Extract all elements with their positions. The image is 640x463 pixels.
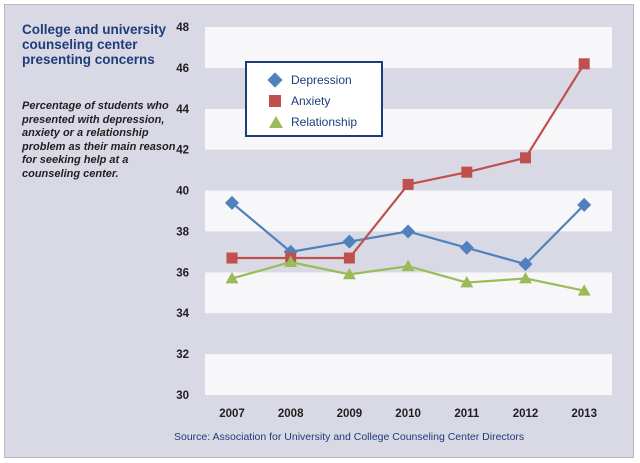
data-point-anxiety: [343, 252, 355, 264]
x-tick-label: 2007: [219, 408, 245, 420]
y-tick-label: 36: [176, 267, 189, 279]
y-tick-label: 46: [176, 63, 189, 75]
y-tick-label: 48: [176, 22, 189, 34]
data-point-anxiety: [520, 152, 531, 164]
data-point-depression: [225, 195, 239, 210]
data-point-depression: [518, 257, 533, 272]
x-tick-label: 2009: [337, 408, 363, 420]
data-point-depression: [342, 234, 357, 249]
source-note: Source: Association for University and C…: [174, 431, 525, 443]
data-point-anxiety: [578, 58, 590, 70]
x-tick-label: 2010: [395, 408, 421, 420]
data-point-anxiety: [226, 252, 238, 264]
y-tick-label: 30: [176, 390, 189, 402]
triangle-marker-icon: [269, 116, 283, 128]
square-marker-icon: [269, 95, 281, 107]
y-tick-label: 32: [176, 349, 189, 361]
y-tick-label: 42: [176, 145, 189, 157]
legend-item-depression: Depression: [267, 71, 352, 89]
data-point-relationship: [460, 276, 474, 288]
x-tick-label: 2008: [278, 408, 304, 420]
data-point-relationship: [284, 255, 298, 267]
data-point-relationship: [401, 259, 415, 272]
data-point-relationship: [342, 267, 356, 280]
grid-band: [205, 313, 612, 355]
data-point-anxiety: [402, 178, 414, 190]
y-tick-label: 40: [176, 186, 189, 198]
chart-subtitle: Percentage of students who presented wit…: [22, 100, 176, 180]
data-point-anxiety: [461, 166, 473, 178]
y-tick-label: 44: [176, 104, 189, 116]
data-point-relationship: [519, 271, 532, 284]
chart-title: College and university counseling center…: [22, 22, 167, 67]
x-tick-label: 2012: [513, 408, 539, 420]
data-point-depression: [401, 224, 416, 239]
legend: Depression Anxiety Relationship: [245, 61, 383, 137]
data-point-relationship: [577, 284, 591, 296]
x-tick-label: 2013: [571, 408, 597, 420]
data-point-depression: [459, 240, 474, 255]
data-point-depression: [577, 197, 592, 212]
legend-item-relationship: Relationship: [269, 113, 357, 131]
y-tick-label: 34: [176, 308, 189, 320]
legend-label-relationship: Relationship: [291, 115, 358, 129]
x-tick-label: 2011: [454, 408, 480, 420]
grid-band: [205, 272, 612, 314]
y-tick-label: 38: [176, 226, 189, 238]
legend-item-anxiety: Anxiety: [269, 92, 330, 110]
grid-band: [205, 190, 612, 232]
legend-label-depression: Depression: [291, 73, 352, 87]
legend-label-anxiety: Anxiety: [291, 94, 331, 108]
diamond-marker-icon: [267, 72, 283, 88]
grid-band: [205, 354, 612, 395]
data-point-relationship: [225, 271, 239, 284]
